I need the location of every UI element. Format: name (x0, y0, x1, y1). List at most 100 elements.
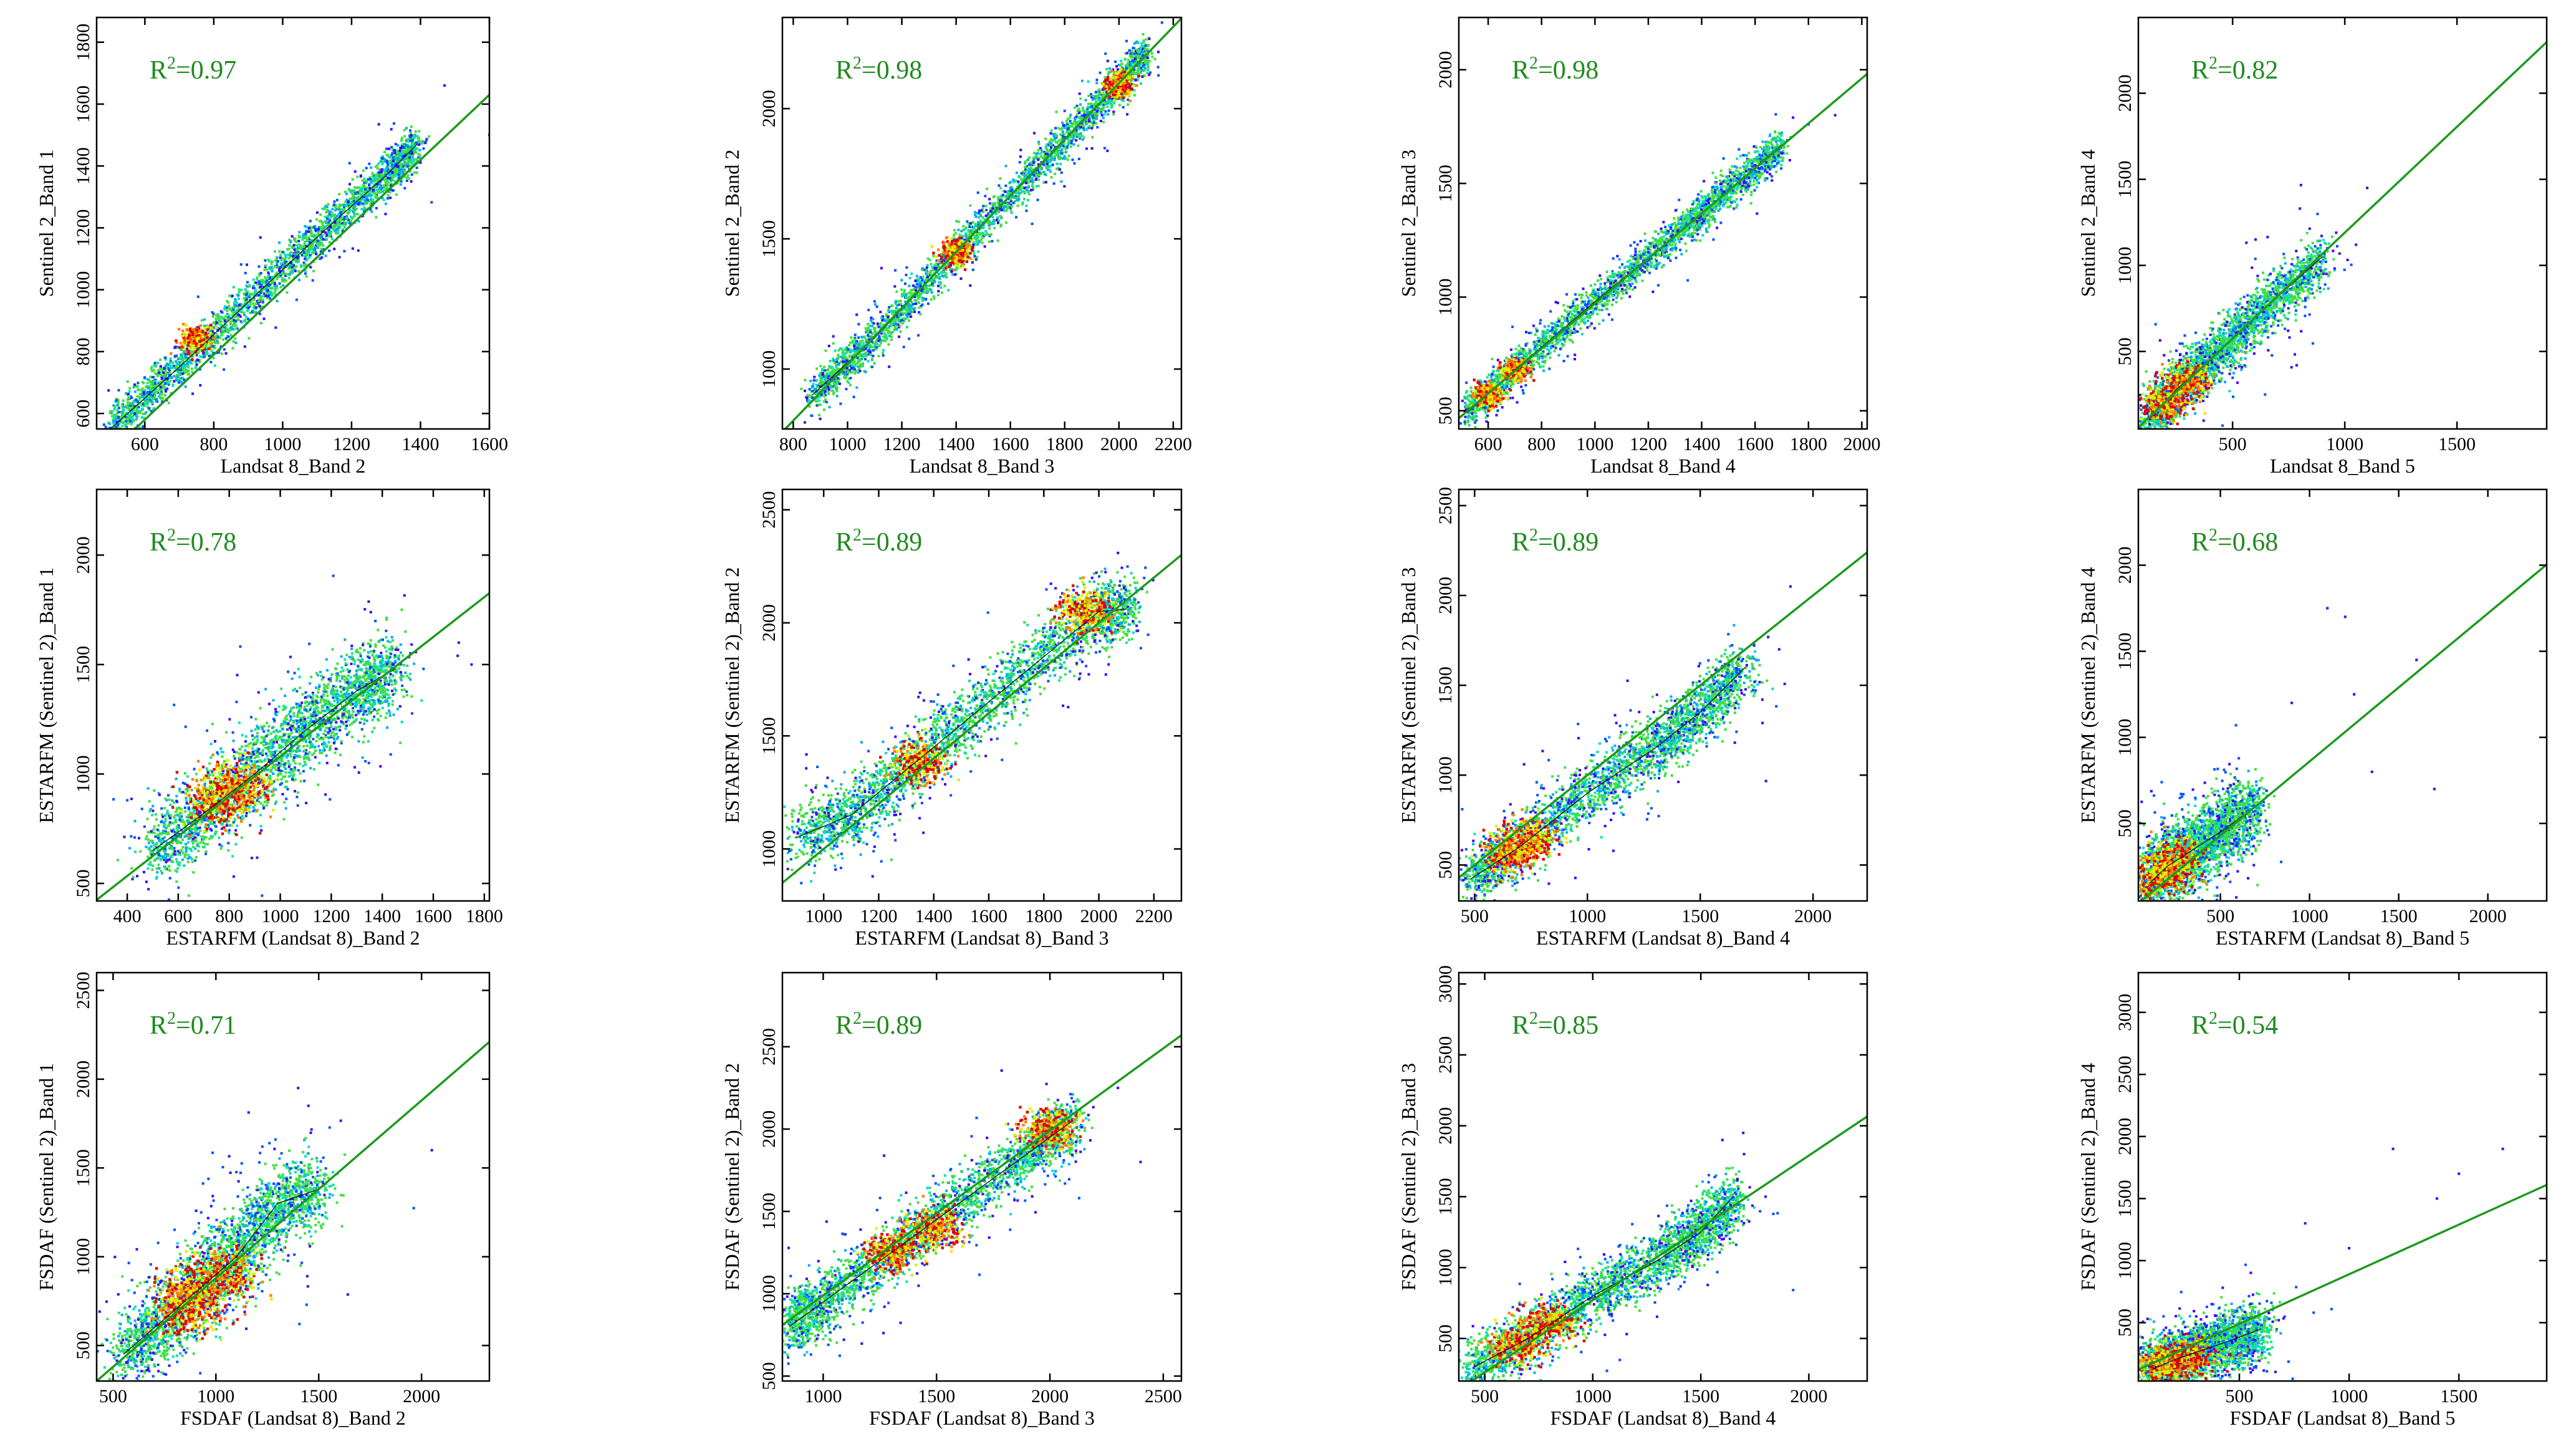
data-point (863, 335, 866, 338)
data-point (837, 349, 840, 352)
data-point (825, 369, 828, 372)
data-point (1142, 58, 1145, 61)
data-point (121, 404, 124, 407)
data-point (187, 370, 190, 373)
data-point (375, 179, 378, 182)
data-point (840, 355, 843, 359)
data-point (969, 222, 972, 225)
data-point (1042, 171, 1045, 174)
data-point (392, 175, 395, 178)
data-point (109, 410, 112, 413)
data-point (925, 267, 928, 271)
data-point (245, 298, 248, 301)
data-point (997, 196, 1000, 199)
data-point (211, 333, 214, 336)
data-point (282, 280, 285, 283)
data-point (1026, 188, 1029, 191)
data-point (182, 359, 185, 362)
data-point (363, 177, 366, 180)
data-point (129, 421, 132, 424)
data-point (288, 272, 291, 276)
data-point (228, 329, 231, 332)
data-point (267, 273, 271, 276)
data-point (1137, 70, 1140, 74)
data-point (174, 345, 177, 349)
data-point (401, 163, 404, 166)
data-point (1127, 103, 1130, 106)
data-point (418, 155, 421, 158)
data-point (264, 259, 267, 262)
data-point (137, 388, 140, 391)
data-point (114, 413, 117, 416)
data-point (1075, 135, 1079, 138)
data-point (973, 226, 976, 229)
data-point (220, 323, 223, 326)
data-point (294, 269, 297, 272)
data-point (313, 233, 316, 236)
data-point (295, 265, 298, 268)
data-point (870, 319, 873, 322)
data-point (912, 284, 915, 287)
data-point (152, 375, 155, 378)
data-point (256, 302, 259, 306)
data-point-dense (188, 332, 191, 335)
data-point (827, 388, 830, 392)
data-point-dense (193, 339, 196, 342)
data-point (930, 284, 933, 287)
data-point (312, 269, 315, 272)
data-point (181, 366, 185, 369)
data-point (181, 368, 185, 371)
data-point (158, 388, 161, 391)
data-point (385, 182, 388, 185)
data-point (183, 357, 186, 360)
data-point (153, 385, 156, 388)
data-point (149, 380, 152, 383)
data-point (817, 413, 820, 416)
data-point (820, 377, 824, 380)
data-point (276, 256, 279, 259)
data-point (305, 251, 309, 254)
data-point (870, 325, 873, 328)
data-point-dense (178, 346, 181, 349)
data-point-dense (186, 329, 190, 332)
data-point (1101, 88, 1104, 91)
data-point-dense (203, 327, 207, 330)
data-point (153, 372, 156, 375)
data-point (373, 192, 377, 195)
data-point (259, 291, 262, 294)
data-point (376, 188, 379, 191)
data-point (289, 260, 292, 263)
data-point (140, 404, 143, 407)
data-point (120, 440, 122, 442)
data-point (393, 170, 396, 173)
data-point (1064, 145, 1067, 148)
data-point (1103, 113, 1107, 116)
data-point (312, 251, 315, 254)
data-point (410, 150, 413, 153)
data-point (362, 186, 365, 190)
data-point (410, 143, 413, 146)
data-point (105, 430, 107, 432)
data-point (327, 213, 330, 216)
data-point (1060, 143, 1064, 147)
data-point (234, 341, 238, 344)
data-point-dense (212, 336, 215, 340)
data-point-dense (194, 331, 197, 335)
data-point (160, 388, 163, 391)
data-point (908, 315, 911, 319)
data-point (387, 176, 390, 180)
data-point (863, 370, 866, 373)
data-point (351, 178, 354, 181)
data-point (809, 380, 812, 383)
data-point (345, 192, 348, 195)
data-point (385, 159, 388, 162)
data-point (939, 283, 942, 286)
data-point (304, 269, 307, 272)
data-point (256, 299, 259, 302)
data-point (1107, 70, 1110, 74)
data-point (372, 198, 375, 201)
data-point (110, 435, 112, 437)
data-point (233, 304, 236, 307)
data-point (186, 356, 189, 359)
data-point (289, 263, 292, 266)
